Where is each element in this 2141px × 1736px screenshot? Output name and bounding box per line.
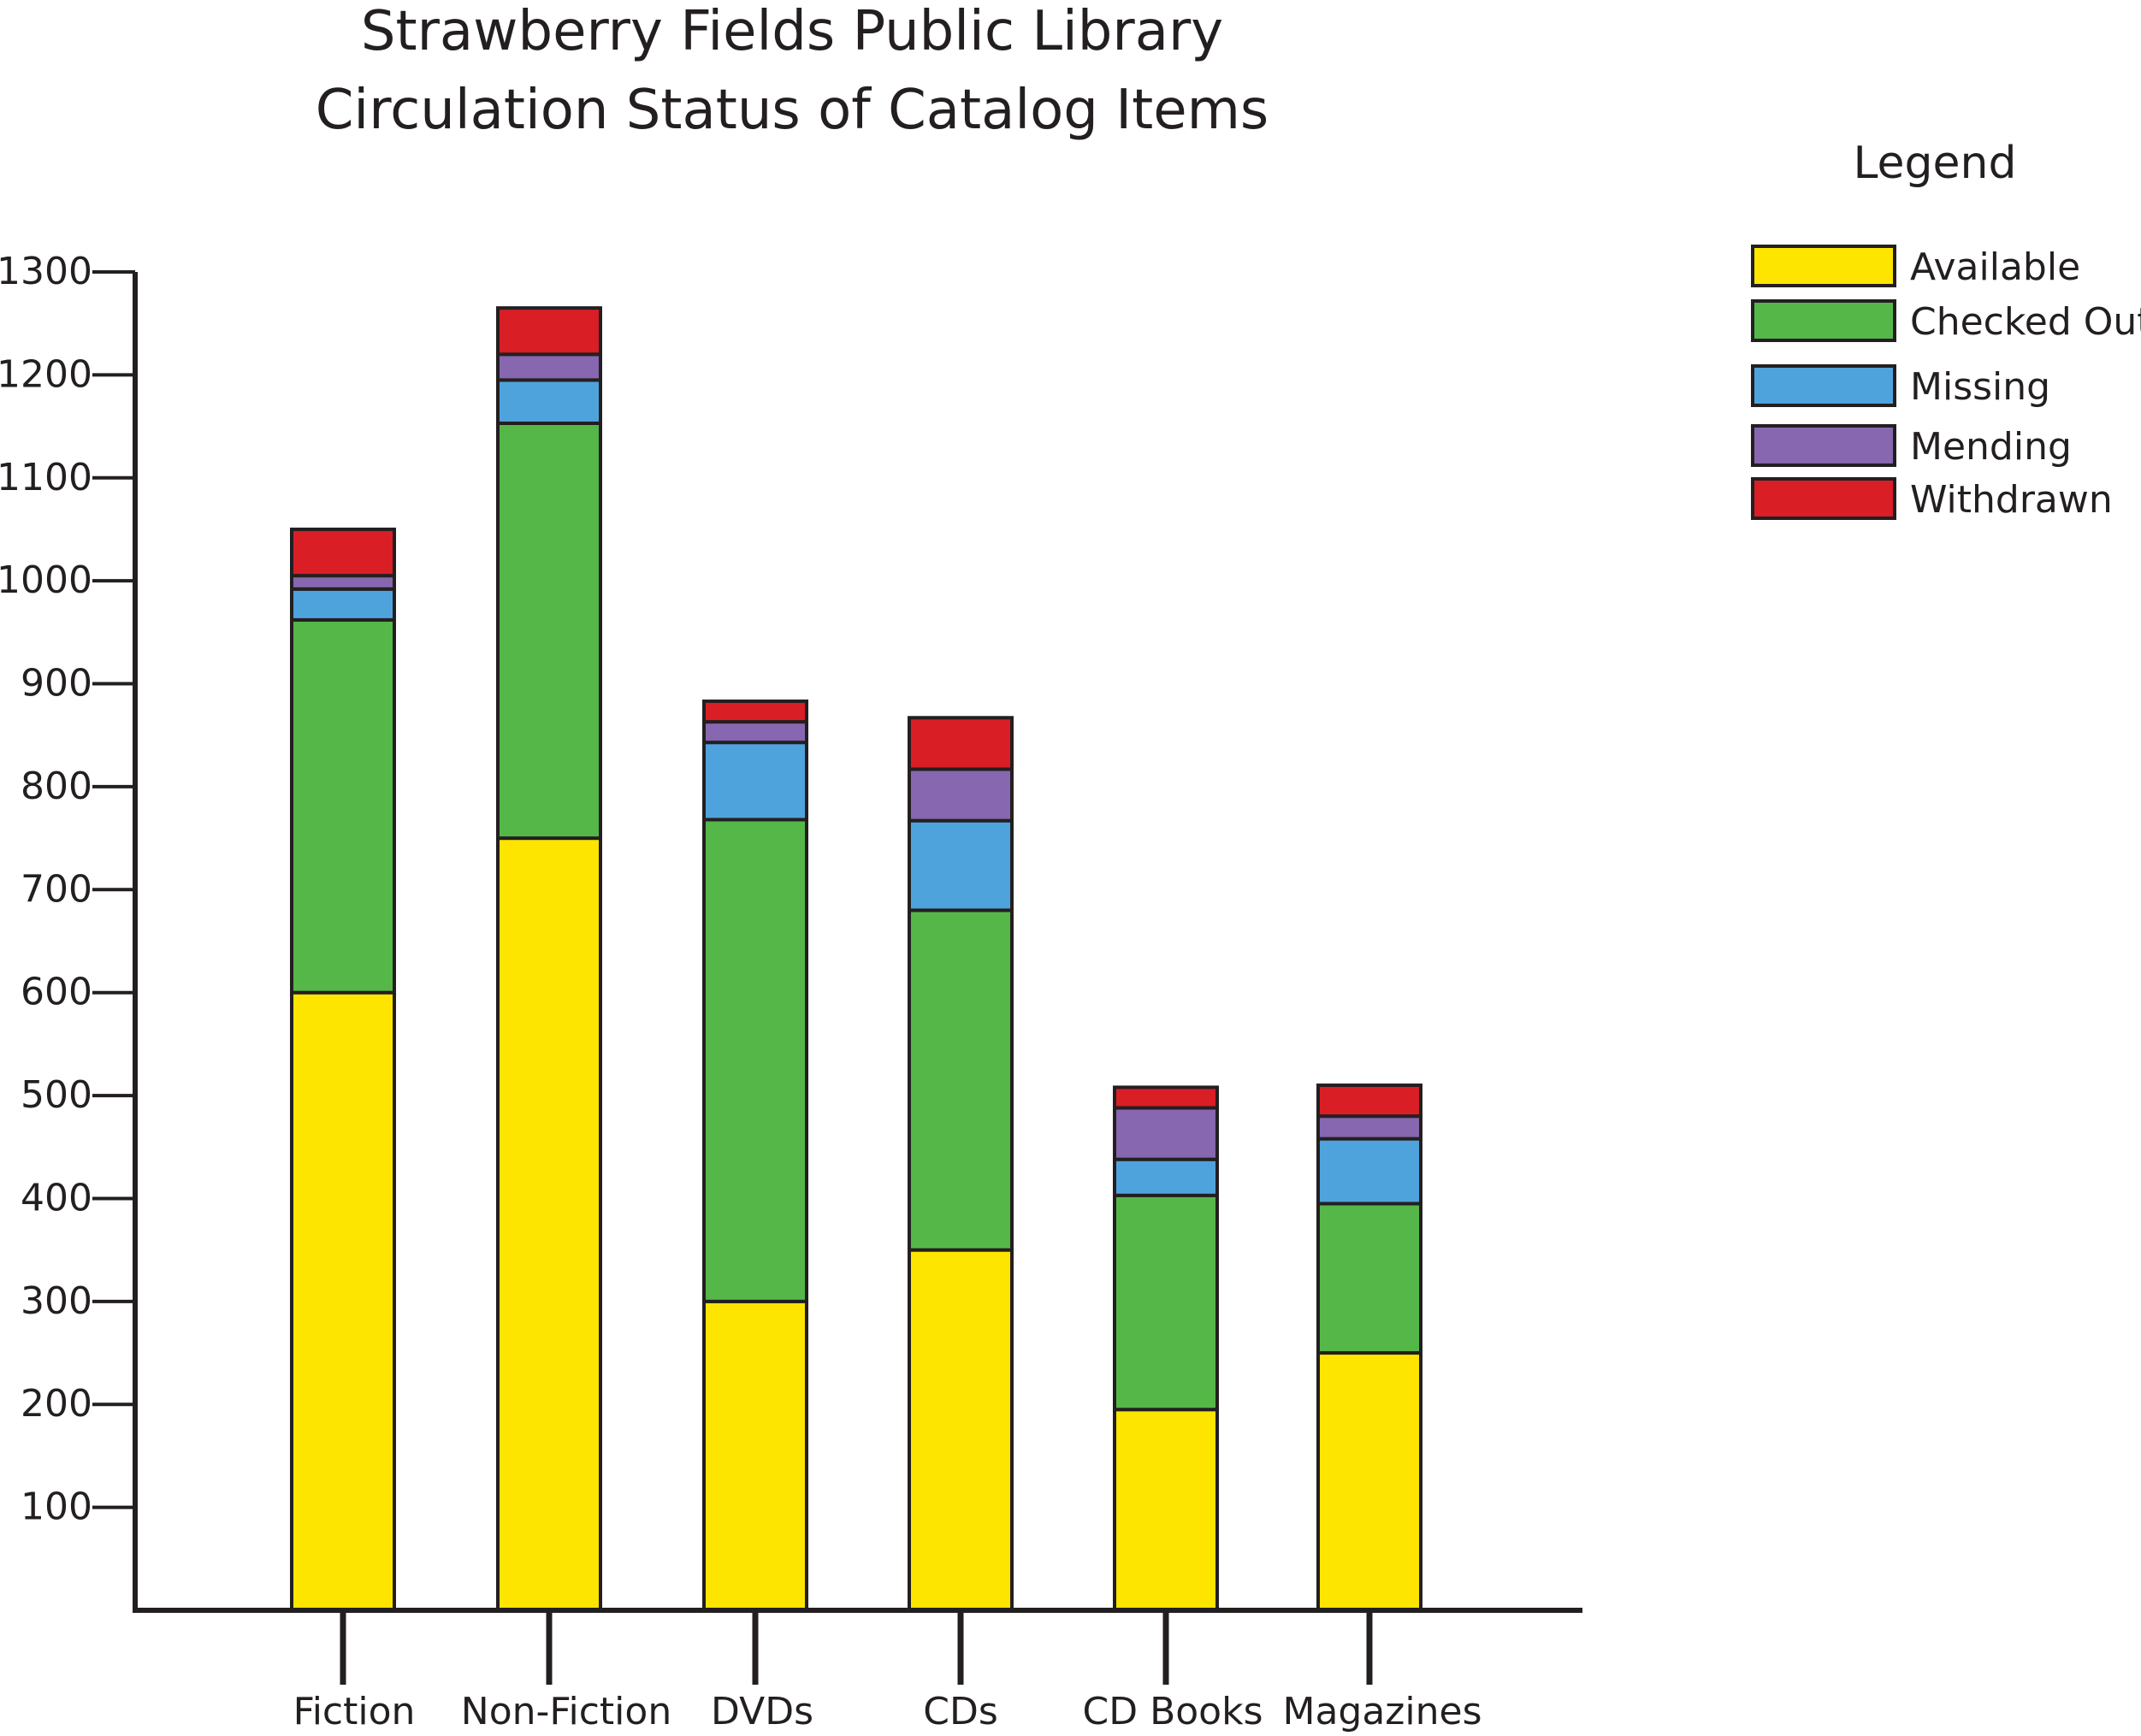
bar-dvds-missing <box>702 741 808 822</box>
bar-cds-available <box>908 1248 1014 1612</box>
bar-dvds-mending <box>702 720 808 745</box>
bar-magazines-missing <box>1316 1137 1422 1206</box>
bar-non-fiction-mending <box>496 352 602 382</box>
bar-non-fiction-missing <box>496 378 602 425</box>
bar-dvds-checked-out <box>702 818 808 1303</box>
y-tick-label-1300: 1300 <box>0 250 92 293</box>
bar-group-non-fiction <box>496 306 602 1612</box>
bar-magazines-checked-out <box>1316 1202 1422 1355</box>
y-tick-label-700: 700 <box>21 867 92 911</box>
bar-dvds-withdrawn <box>702 700 808 724</box>
legend-label-missing: Missing <box>1910 365 2050 409</box>
bar-cds-withdrawn <box>908 716 1014 771</box>
bars <box>290 306 1422 1613</box>
bar-fiction-checked-out <box>290 617 396 995</box>
bar-fiction-mending <box>290 574 396 591</box>
bar-magazines-available <box>1316 1351 1422 1612</box>
bar-cds-mending <box>908 767 1014 823</box>
y-tick-label-1200: 1200 <box>0 352 92 396</box>
legend-title: Legend <box>1853 138 2016 189</box>
bar-group-fiction <box>290 527 396 1612</box>
legend: Legend Available Checked Out Missing Mendin… <box>1751 138 2141 522</box>
bar-cd-books-mending <box>1113 1106 1219 1161</box>
bar-fiction-withdrawn <box>290 527 396 578</box>
x-tick-label-magazines: Magazines <box>1282 1690 1482 1733</box>
y-tick-label-600: 600 <box>21 971 92 1014</box>
legend-swatch-withdrawn <box>1751 477 1896 520</box>
chart-title: Strawberry Fields Public Library Circula… <box>316 0 1269 142</box>
bar-dvds-available <box>702 1299 808 1613</box>
bar-cds-checked-out <box>908 908 1014 1252</box>
bar-non-fiction-checked-out <box>496 421 602 841</box>
chart-title-line-2: Circulation Status of Catalog Items <box>316 79 1269 142</box>
bar-cd-books-available <box>1113 1408 1219 1612</box>
y-tick-label-300: 300 <box>21 1279 92 1323</box>
y-tick-label-100: 100 <box>21 1485 92 1529</box>
bar-group-magazines <box>1316 1084 1422 1612</box>
bar-fiction-available <box>290 990 396 1612</box>
x-tick-label-non-fiction: Non-Fiction <box>461 1690 671 1733</box>
y-axis: 100 200 300 400 500 600 700 800 900 1000 1100 1200 1… <box>0 250 138 1613</box>
y-tick-label-200: 200 <box>21 1382 92 1426</box>
bar-cds-missing <box>908 818 1014 912</box>
bar-non-fiction-available <box>496 836 602 1612</box>
bar-magazines-mending <box>1316 1114 1422 1141</box>
y-tick-label-800: 800 <box>21 765 92 808</box>
x-tick-label-cd-books: CD Books <box>1082 1690 1263 1733</box>
bar-cd-books-checked-out <box>1113 1193 1219 1412</box>
chart-title-line-1: Strawberry Fields Public Library <box>361 0 1223 63</box>
legend-label-available: Available <box>1910 245 2080 289</box>
bar-magazines-withdrawn <box>1316 1084 1422 1119</box>
legend-label-checked-out: Checked Out <box>1910 300 2141 344</box>
bar-non-fiction-withdrawn <box>496 306 602 357</box>
legend-label-withdrawn: Withdrawn <box>1910 478 2113 522</box>
legend-swatch-mending <box>1751 424 1896 467</box>
bar-group-cds <box>908 716 1014 1612</box>
y-tick-label-900: 900 <box>21 662 92 706</box>
bar-fiction-missing <box>290 587 396 622</box>
bar-cd-books-withdrawn <box>1113 1085 1219 1110</box>
y-tick-label-500: 500 <box>21 1073 92 1117</box>
bar-cd-books-missing <box>1113 1157 1219 1197</box>
x-tick-label-dvds: DVDs <box>711 1690 813 1733</box>
bar-group-cd-books <box>1113 1085 1219 1612</box>
bar-group-dvds <box>702 700 808 1613</box>
y-tick-label-1000: 1000 <box>0 558 92 602</box>
x-tick-label-fiction: Fiction <box>293 1690 416 1733</box>
legend-swatch-checked-out <box>1751 299 1896 342</box>
x-axis: Fiction Non-Fiction DVDs CDs CD Books Magazin… <box>133 1608 1582 1733</box>
y-tick-label-1100: 1100 <box>0 456 92 499</box>
legend-swatch-available <box>1751 245 1896 287</box>
legend-label-mending: Mending <box>1910 425 2072 469</box>
x-tick-label-cds: CDs <box>923 1690 998 1733</box>
legend-swatch-missing <box>1751 364 1896 407</box>
y-tick-label-400: 400 <box>21 1176 92 1219</box>
